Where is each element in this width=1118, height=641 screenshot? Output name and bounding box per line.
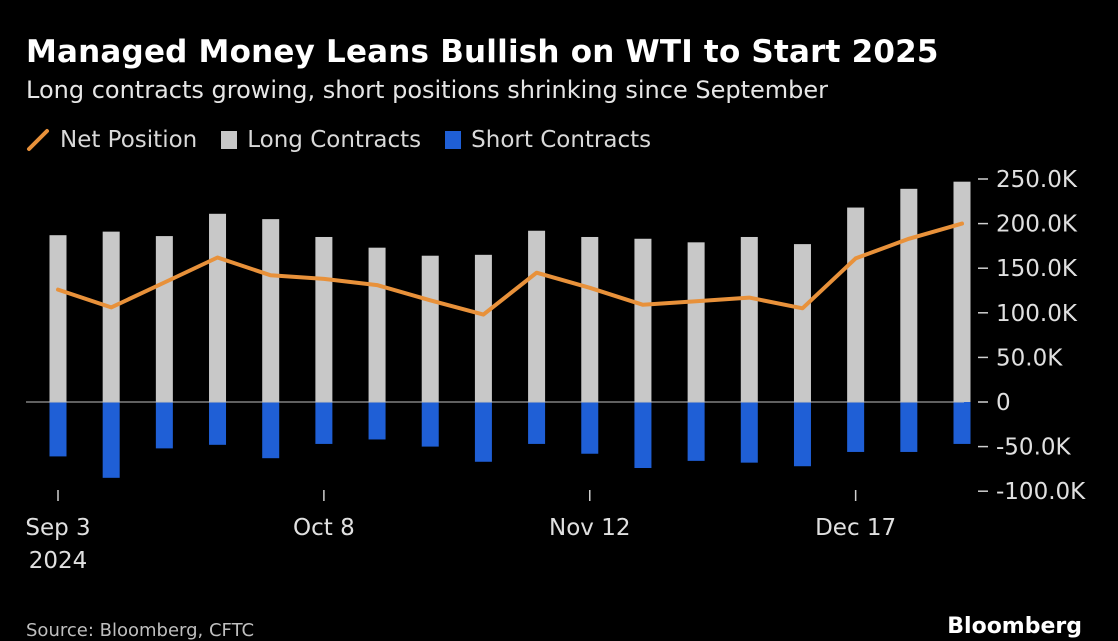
short-contracts-bar [475, 402, 492, 462]
short-contracts-bar [369, 402, 386, 439]
long-contracts-bar [475, 255, 492, 402]
short-contracts-bar [847, 402, 864, 452]
long-contracts-bar [315, 237, 332, 402]
short-contracts-bar [156, 402, 173, 448]
y-tick-label: 200.0K [996, 212, 1078, 238]
short-contracts-bars [50, 402, 971, 478]
short-contracts-bar [262, 402, 279, 458]
short-contracts-bar [794, 402, 811, 466]
y-tick-label: 50.0K [996, 345, 1063, 371]
long-contracts-bar [103, 232, 120, 402]
net-position-line-group [58, 224, 962, 315]
y-tick-label: 250.0K [996, 167, 1078, 193]
long-contracts-bar [209, 214, 226, 402]
long-contracts-bar [741, 237, 758, 402]
x-tick-label: Nov 12 [549, 515, 630, 541]
short-contracts-bar [634, 402, 651, 468]
long-contracts-bar [156, 236, 173, 402]
short-contracts-bar [581, 402, 598, 454]
long-contracts-bar [422, 256, 439, 402]
short-contracts-bar [688, 402, 705, 461]
long-contracts-bar [688, 242, 705, 402]
x-tick-label: Dec 17 [815, 515, 896, 541]
y-tick-label: -50.0K [996, 435, 1072, 461]
x-tick-sublabel: 2024 [29, 548, 88, 574]
long-contracts-bar [847, 208, 864, 402]
net-position-line [58, 224, 962, 315]
long-contracts-bar [634, 239, 651, 402]
y-tick-label: 100.0K [996, 301, 1078, 327]
x-tick-label: Oct 8 [293, 515, 355, 541]
y-tick-label: 0 [996, 390, 1011, 416]
bloomberg-logo: Bloomberg [947, 614, 1082, 639]
short-contracts-bar [954, 402, 971, 444]
short-contracts-bar [900, 402, 917, 452]
x-tick-label: Sep 3 [25, 515, 90, 541]
long-contracts-bar [794, 244, 811, 402]
short-contracts-bar [50, 402, 67, 456]
long-contracts-bar [900, 189, 917, 402]
x-axis: Sep 3 2024 Oct 8 Nov 12 Dec 17 [25, 490, 896, 574]
y-tick-label: -100.0K [996, 479, 1086, 505]
long-contracts-bar [528, 231, 545, 402]
long-contracts-bar [262, 219, 279, 402]
short-contracts-bar [103, 402, 120, 478]
long-contracts-bar [369, 248, 386, 402]
short-contracts-bar [741, 402, 758, 463]
source-note: Source: Bloomberg, CFTC [26, 620, 254, 641]
short-contracts-bar [209, 402, 226, 445]
y-axis: 250.0K 200.0K 150.0K 100.0K 50.0K 0 -50.0K -100… [978, 167, 1086, 505]
short-contracts-bar [422, 402, 439, 447]
short-contracts-bar [528, 402, 545, 444]
long-contracts-bar [954, 182, 971, 402]
short-contracts-bar [315, 402, 332, 444]
long-contracts-bar [581, 237, 598, 402]
y-tick-label: 150.0K [996, 256, 1078, 282]
chart-plot: 250.0K 200.0K 150.0K 100.0K 50.0K 0 -50.0K -100… [0, 0, 1118, 628]
long-contracts-bar [50, 235, 67, 402]
